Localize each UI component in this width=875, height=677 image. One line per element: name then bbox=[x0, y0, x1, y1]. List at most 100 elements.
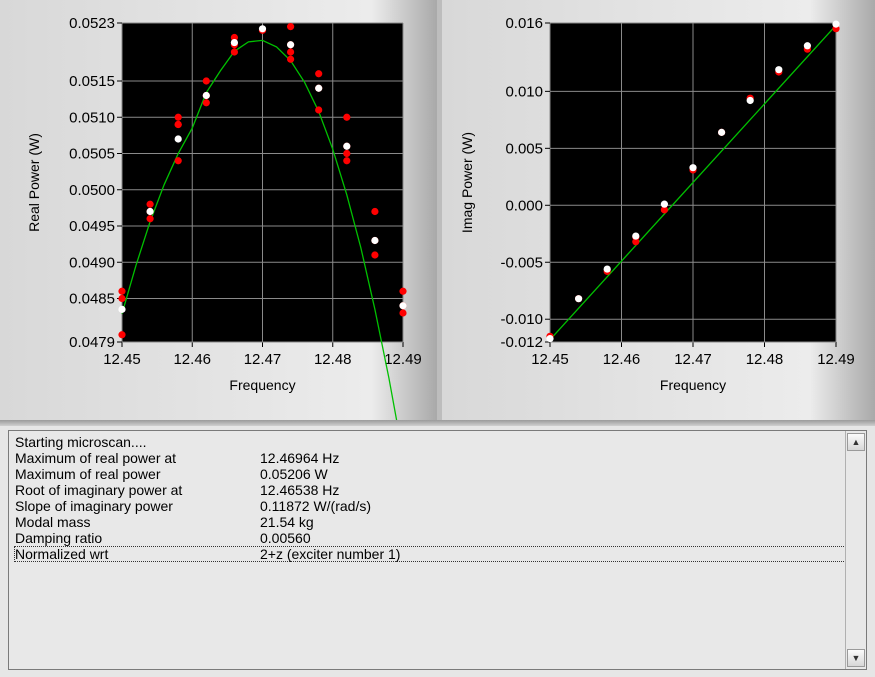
data-point bbox=[575, 295, 583, 303]
y-tick-label: 0.0479 bbox=[69, 334, 115, 351]
log-label: Maximum of real power bbox=[15, 466, 161, 482]
y-tick-label: 0.0500 bbox=[69, 182, 115, 199]
log-label: Modal mass bbox=[15, 514, 91, 530]
x-tick-label: 12.49 bbox=[384, 351, 422, 368]
log-line: Maximum of real power at 12.46964 Hz bbox=[14, 450, 846, 466]
log-value: 0.05206 W bbox=[260, 466, 328, 482]
y-tick-label: 0.016 bbox=[505, 15, 543, 32]
x-axis-label: Frequency bbox=[660, 377, 726, 393]
data-point bbox=[371, 251, 379, 259]
results-log[interactable]: Starting microscan.... Maximum of real p… bbox=[8, 430, 867, 670]
x-axis-label: Frequency bbox=[229, 377, 295, 393]
data-point bbox=[230, 38, 238, 47]
log-value: 0.00560 bbox=[260, 530, 311, 546]
x-tick-label: 12.46 bbox=[173, 351, 211, 368]
y-tick-label: 0.0523 bbox=[69, 15, 115, 32]
data-point bbox=[202, 91, 210, 100]
log-label: Normalized wrt bbox=[15, 546, 109, 562]
data-point bbox=[202, 99, 210, 107]
y-tick-label: -0.010 bbox=[500, 311, 543, 328]
data-point bbox=[174, 113, 182, 121]
log-line: Maximum of real power 0.05206 W bbox=[14, 466, 846, 482]
log-value: 2+z (exciter number 1) bbox=[260, 546, 401, 562]
data-point bbox=[287, 48, 295, 56]
data-point bbox=[718, 128, 726, 136]
data-point bbox=[746, 96, 754, 105]
chart-divider bbox=[437, 0, 442, 420]
data-point bbox=[546, 334, 554, 343]
data-point bbox=[603, 265, 611, 273]
data-point bbox=[118, 305, 126, 313]
y-axis-label: Imag Power (W) bbox=[459, 132, 475, 233]
y-tick-label: 0.0505 bbox=[69, 146, 115, 163]
data-point bbox=[343, 157, 351, 165]
x-tick-label: 12.48 bbox=[314, 351, 352, 368]
x-tick-label: 12.49 bbox=[817, 351, 855, 368]
log-line: Damping ratio 0.00560 bbox=[14, 530, 846, 546]
data-point bbox=[146, 207, 154, 216]
scroll-up-arrow-icon[interactable]: ▲ bbox=[847, 433, 865, 451]
y-tick-label: -0.012 bbox=[500, 334, 543, 351]
real-power-chart: 12.45 12.46 12.47 12.48 12.49 0.0523 0.0515 0.0… bbox=[26, 15, 422, 420]
log-label: Maximum of real power at bbox=[15, 450, 177, 466]
y-tick-label: 0.0485 bbox=[69, 291, 115, 308]
log-label: Damping ratio bbox=[15, 530, 103, 546]
data-point bbox=[775, 66, 783, 74]
data-point bbox=[146, 200, 154, 208]
y-tick-label: 0.005 bbox=[505, 140, 543, 157]
log-value: 12.46538 Hz bbox=[260, 482, 340, 498]
log-line: Root of imaginary power at 12.46538 Hz bbox=[14, 482, 846, 498]
log-line: Modal mass 21.54 kg bbox=[14, 514, 846, 530]
data-point bbox=[315, 70, 323, 78]
log-value: 12.46964 Hz bbox=[260, 450, 340, 466]
log-lines: Starting microscan.... Maximum of real p… bbox=[14, 434, 846, 562]
y-tick-label: 0.010 bbox=[505, 83, 543, 100]
log-label: Root of imaginary power at bbox=[15, 482, 183, 498]
data-point bbox=[287, 23, 295, 31]
data-point bbox=[118, 287, 126, 295]
y-tick-label: 0.000 bbox=[505, 197, 543, 214]
data-point bbox=[399, 309, 407, 317]
fit-curve bbox=[549, 24, 837, 341]
real-power-chart-panel: 12.45 12.46 12.47 12.48 12.49 0.0523 0.0515 0.0… bbox=[0, 0, 438, 420]
imag-power-chart-panel: 12.45 12.46 12.47 12.48 12.49 0.016 0.010 0.005… bbox=[442, 0, 875, 420]
x-tick-label: 12.46 bbox=[603, 351, 641, 368]
data-point bbox=[118, 294, 126, 303]
vertical-scrollbar[interactable]: ▲ ▼ bbox=[845, 431, 866, 669]
data-point bbox=[399, 287, 407, 295]
x-tick-label: 12.45 bbox=[103, 351, 141, 368]
data-point bbox=[118, 331, 126, 339]
data-point bbox=[689, 164, 697, 172]
log-line: Starting microscan.... bbox=[14, 434, 846, 450]
log-label: Starting microscan.... bbox=[15, 434, 147, 450]
x-tick-label: 12.47 bbox=[244, 351, 282, 368]
data-point bbox=[343, 149, 351, 158]
data-point bbox=[371, 207, 379, 216]
x-tick-label: 12.45 bbox=[531, 351, 569, 368]
log-value: 21.54 kg bbox=[260, 514, 314, 530]
data-point bbox=[660, 206, 668, 214]
scroll-down-arrow-icon[interactable]: ▼ bbox=[847, 649, 865, 667]
data-point bbox=[174, 157, 182, 165]
log-line-selected[interactable]: Normalized wrt 2+z (exciter number 1) bbox=[14, 546, 846, 562]
data-point bbox=[832, 20, 840, 28]
y-tick-label: 0.0490 bbox=[69, 254, 115, 271]
y-tick-label: -0.005 bbox=[500, 254, 543, 271]
panel-splitter[interactable] bbox=[0, 420, 875, 426]
x-tick-label: 12.48 bbox=[746, 351, 784, 368]
y-axis-label: Real Power (W) bbox=[26, 133, 42, 232]
x-tick-label: 12.47 bbox=[674, 351, 712, 368]
data-point bbox=[202, 77, 210, 85]
y-tick-label: 0.0510 bbox=[69, 109, 115, 126]
data-point bbox=[174, 135, 182, 143]
data-point bbox=[343, 142, 351, 150]
data-point bbox=[632, 232, 640, 240]
data-point bbox=[315, 106, 323, 114]
data-point bbox=[371, 236, 379, 245]
data-point bbox=[287, 41, 295, 49]
log-value: 0.11872 W/(rad/s) bbox=[260, 498, 372, 514]
imag-power-chart: 12.45 12.46 12.47 12.48 12.49 0.016 0.010 0.005… bbox=[459, 15, 855, 393]
data-point bbox=[230, 48, 238, 56]
y-tick-label: 0.0515 bbox=[69, 73, 115, 90]
data-point bbox=[287, 55, 295, 63]
